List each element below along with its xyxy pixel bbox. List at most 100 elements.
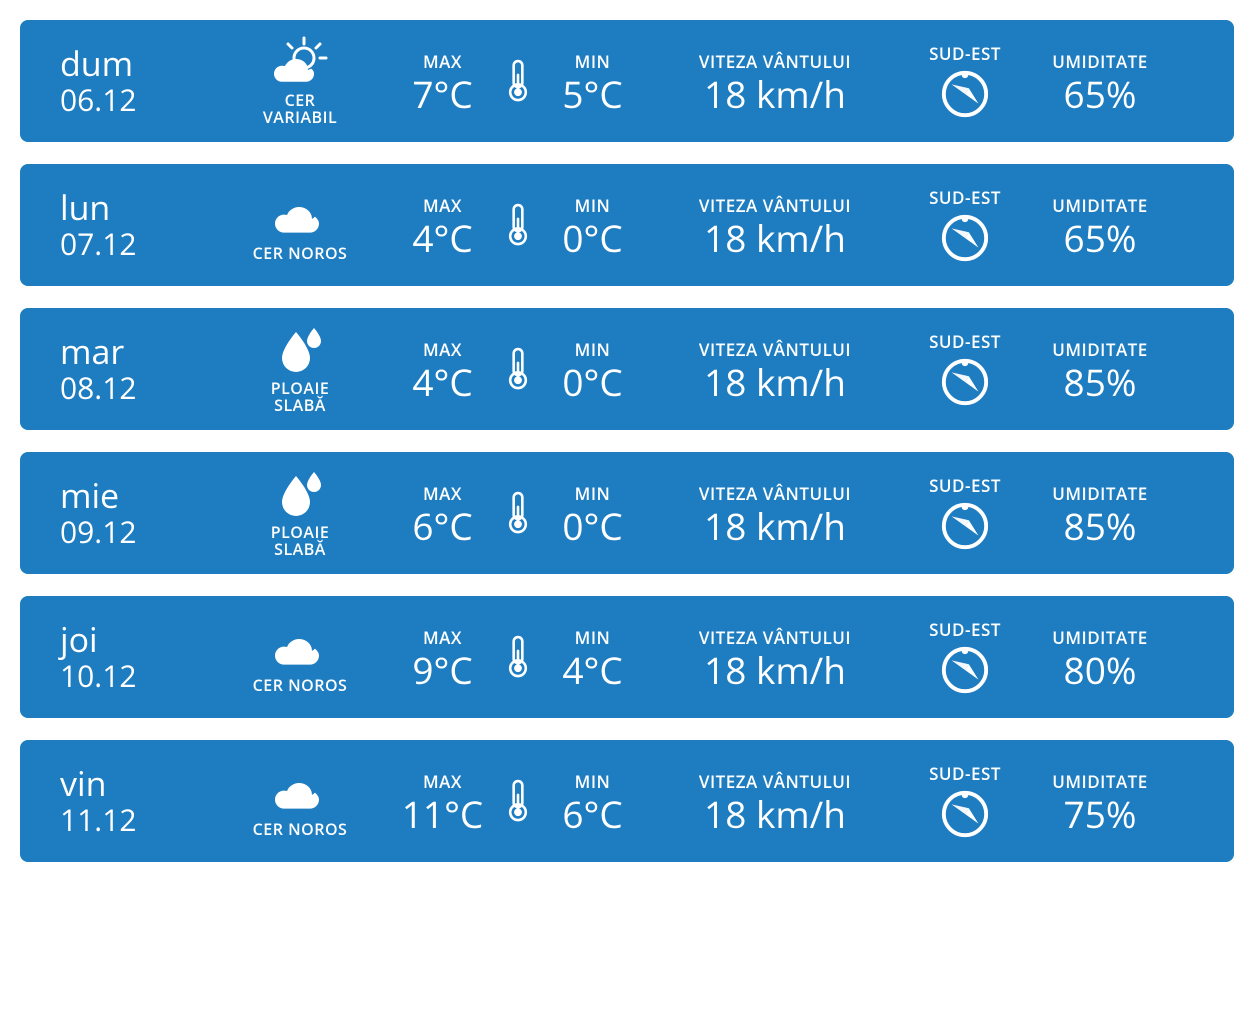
forecast-row[interactable]: mie09.12PLOAIE SLABĂMAX6°CMIN0°CVITEZA V… <box>20 452 1234 574</box>
date-col: vin11.12 <box>60 766 210 835</box>
min-value: 0°C <box>562 219 622 256</box>
min-value: 6°C <box>562 795 622 832</box>
condition-col: CER NOROS <box>210 765 390 838</box>
day-name: lun <box>60 190 210 226</box>
cloud-icon <box>268 189 332 241</box>
max-value: 4°C <box>412 363 472 400</box>
humidity-value: 85% <box>1064 363 1137 400</box>
condition-col: CER NOROS <box>210 189 390 262</box>
min-value: 0°C <box>562 363 622 400</box>
thermometer-icon <box>495 347 540 391</box>
wind-dir-col: SUD-EST <box>905 762 1025 841</box>
max-col: MAX7°C <box>390 50 495 112</box>
day-date: 09.12 <box>60 516 210 548</box>
wind-dir-col: SUD-EST <box>905 330 1025 409</box>
wind-col: VITEZA VÂNTULUI18 km/h <box>645 50 905 112</box>
wind-dir-col: SUD-EST <box>905 42 1025 121</box>
wind-col: VITEZA VÂNTULUI18 km/h <box>645 338 905 400</box>
max-value: 4°C <box>412 219 472 256</box>
rain-icon <box>268 468 332 520</box>
wind-value: 18 km/h <box>704 795 846 832</box>
day-name: mar <box>60 334 210 370</box>
cloud-icon <box>268 765 332 817</box>
max-col: MAX9°C <box>390 626 495 688</box>
max-col: MAX11°C <box>390 770 495 832</box>
compass-icon <box>939 645 991 697</box>
day-date: 06.12 <box>60 84 210 116</box>
max-value: 11°C <box>402 795 483 832</box>
rain-icon <box>268 324 332 376</box>
min-col: MIN0°C <box>540 338 645 400</box>
compass-icon <box>939 789 991 841</box>
partly-cloudy-icon <box>268 36 332 88</box>
date-col: mie09.12 <box>60 478 210 547</box>
humidity-value: 75% <box>1064 795 1137 832</box>
humidity-col: UMIDITATE85% <box>1025 482 1175 544</box>
humidity-col: UMIDITATE65% <box>1025 50 1175 112</box>
humidity-col: UMIDITATE80% <box>1025 626 1175 688</box>
forecast-row[interactable]: dum06.12 CER VARIABIL MAX7°C MIN5°CVITEZA V… <box>20 20 1234 142</box>
condition-label: CER VARIABIL <box>263 92 337 126</box>
wind-dir-label: SUD-EST <box>929 762 1001 785</box>
day-name: vin <box>60 766 210 802</box>
condition-label: CER NOROS <box>253 821 348 838</box>
date-col: lun07.12 <box>60 190 210 259</box>
thermometer-icon <box>495 203 540 247</box>
max-col: MAX4°C <box>390 194 495 256</box>
max-col: MAX4°C <box>390 338 495 400</box>
day-date: 07.12 <box>60 228 210 260</box>
wind-dir-label: SUD-EST <box>929 42 1001 65</box>
wind-value: 18 km/h <box>704 363 846 400</box>
forecast-row[interactable]: mar08.12 PLOAIE SLABĂ MAX4°C MIN0°CVITEZA V… <box>20 308 1234 430</box>
wind-dir-col: SUD-EST <box>905 618 1025 697</box>
condition-label: PLOAIE SLABĂ <box>271 380 330 414</box>
cloud-icon <box>268 621 332 673</box>
min-col: MIN0°C <box>540 194 645 256</box>
min-col: MIN6°C <box>540 770 645 832</box>
condition-label: CER NOROS <box>253 245 348 262</box>
forecast-row[interactable]: vin11.12 CER NOROS MAX11°C MIN6°CVITEZA VÂN… <box>20 740 1234 862</box>
date-col: mar08.12 <box>60 334 210 403</box>
condition-col: CER NOROS <box>210 621 390 694</box>
wind-col: VITEZA VÂNTULUI18 km/h <box>645 770 905 832</box>
wind-value: 18 km/h <box>704 651 846 688</box>
date-col: joi10.12 <box>60 622 210 691</box>
wind-dir-label: SUD-EST <box>929 330 1001 353</box>
max-value: 9°C <box>412 651 472 688</box>
condition-col: PLOAIE SLABĂ <box>210 468 390 558</box>
wind-col: VITEZA VÂNTULUI18 km/h <box>645 482 905 544</box>
wind-col: VITEZA VÂNTULUI18 km/h <box>645 194 905 256</box>
thermometer-icon <box>495 59 540 103</box>
min-col: MIN5°C <box>540 50 645 112</box>
max-value: 6°C <box>412 507 472 544</box>
min-col: MIN4°C <box>540 626 645 688</box>
forecast-row[interactable]: lun07.12 CER NOROS MAX4°C MIN0°CVITEZA VÂNT… <box>20 164 1234 286</box>
forecast-list: dum06.12CER VARIABILMAX7°CMIN5°CVITEZA V… <box>20 20 1234 862</box>
thermometer-icon <box>495 779 540 823</box>
condition-label: PLOAIE SLABĂ <box>271 524 330 558</box>
humidity-col: UMIDITATE85% <box>1025 338 1175 400</box>
humidity-value: 85% <box>1064 507 1137 544</box>
wind-col: VITEZA VÂNTULUI18 km/h <box>645 626 905 688</box>
humidity-value: 65% <box>1064 75 1137 112</box>
compass-icon <box>939 501 991 553</box>
wind-dir-label: SUD-EST <box>929 474 1001 497</box>
humidity-value: 65% <box>1064 219 1137 256</box>
compass-icon <box>939 357 991 409</box>
min-col: MIN0°C <box>540 482 645 544</box>
wind-dir-col: SUD-EST <box>905 474 1025 553</box>
wind-dir-col: SUD-EST <box>905 186 1025 265</box>
forecast-row[interactable]: joi10.12CER NOROSMAX9°C MIN4°CVITEZA VÂNT… <box>20 596 1234 718</box>
max-value: 7°C <box>412 75 472 112</box>
wind-value: 18 km/h <box>704 219 846 256</box>
thermometer-icon <box>495 491 540 535</box>
compass-icon <box>939 69 991 121</box>
humidity-col: UMIDITATE75% <box>1025 770 1175 832</box>
day-date: 08.12 <box>60 372 210 404</box>
min-value: 4°C <box>562 651 622 688</box>
date-col: dum06.12 <box>60 46 210 115</box>
compass-icon <box>939 213 991 265</box>
wind-dir-label: SUD-EST <box>929 618 1001 641</box>
thermometer-icon <box>495 635 540 679</box>
min-value: 5°C <box>562 75 622 112</box>
